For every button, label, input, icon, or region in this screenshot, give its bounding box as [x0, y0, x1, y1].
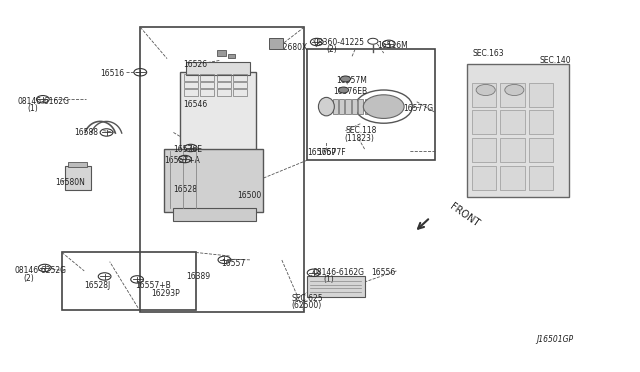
Text: 16516M: 16516M	[378, 41, 408, 50]
Bar	[307, 276, 365, 297]
Bar	[358, 99, 364, 114]
Text: 16580N: 16580N	[56, 178, 85, 187]
FancyBboxPatch shape	[180, 71, 256, 153]
Bar	[529, 138, 553, 162]
FancyBboxPatch shape	[164, 149, 262, 212]
Bar	[184, 74, 198, 81]
Text: 16546: 16546	[183, 100, 207, 109]
Circle shape	[364, 95, 404, 118]
Bar	[269, 38, 283, 49]
Text: FRONT: FRONT	[447, 202, 481, 229]
Bar	[500, 83, 525, 107]
Bar	[200, 74, 214, 81]
Bar	[500, 138, 525, 162]
Text: 16577F: 16577F	[317, 148, 346, 157]
Text: 08146-6162G: 08146-6162G	[17, 97, 69, 106]
Circle shape	[340, 76, 351, 82]
Bar	[217, 74, 231, 81]
Bar	[184, 89, 198, 96]
Text: 08146-6162G: 08146-6162G	[312, 268, 364, 277]
Text: 16526: 16526	[183, 60, 207, 69]
Text: 16557+A: 16557+A	[164, 155, 200, 165]
Text: J16501GP: J16501GP	[537, 335, 574, 344]
Circle shape	[505, 84, 524, 96]
Bar	[529, 83, 553, 107]
Text: 16577G: 16577G	[403, 104, 433, 113]
Bar	[472, 83, 496, 107]
Text: SEC.118: SEC.118	[346, 126, 377, 135]
Bar	[500, 110, 525, 134]
Bar	[365, 99, 370, 114]
Bar	[234, 81, 247, 88]
Text: (2): (2)	[326, 45, 337, 54]
Bar	[333, 99, 338, 114]
Bar	[472, 138, 496, 162]
Text: 16576EB: 16576EB	[333, 87, 367, 96]
Bar	[529, 166, 553, 190]
Text: SEC.140: SEC.140	[540, 56, 572, 65]
Bar	[234, 89, 247, 96]
Bar	[500, 166, 525, 190]
Bar	[217, 89, 231, 96]
Bar	[234, 74, 247, 81]
Ellipse shape	[319, 97, 334, 116]
Text: 16293P: 16293P	[151, 289, 180, 298]
Circle shape	[476, 84, 495, 96]
Text: 16557: 16557	[221, 259, 246, 268]
Text: (1): (1)	[27, 104, 38, 113]
Circle shape	[339, 87, 349, 93]
Text: 08360-41225: 08360-41225	[314, 38, 365, 46]
Bar	[346, 99, 351, 114]
Text: (2): (2)	[24, 274, 35, 283]
Text: SEC.625: SEC.625	[291, 294, 323, 303]
Text: 16588: 16588	[75, 128, 99, 137]
Text: 16576E: 16576E	[173, 145, 202, 154]
Bar	[186, 62, 250, 75]
Bar	[68, 162, 88, 167]
Bar	[200, 89, 214, 96]
Bar	[200, 81, 214, 88]
Bar	[184, 81, 198, 88]
Bar	[467, 64, 568, 197]
Bar	[65, 166, 91, 190]
Text: 16557+B: 16557+B	[135, 281, 171, 290]
Text: (62500): (62500)	[291, 301, 321, 311]
Bar	[352, 99, 357, 114]
Text: 16528: 16528	[173, 185, 197, 194]
Text: (1): (1)	[323, 275, 334, 284]
Bar	[307, 49, 435, 160]
Bar	[472, 110, 496, 134]
Text: SEC.163: SEC.163	[473, 49, 504, 58]
Bar	[339, 99, 344, 114]
Text: 22680X: 22680X	[278, 43, 308, 52]
Bar	[228, 54, 235, 58]
Bar	[173, 208, 256, 221]
Bar	[62, 253, 196, 310]
Bar	[140, 27, 304, 311]
Bar	[217, 81, 231, 88]
Text: 16557M: 16557M	[336, 76, 367, 85]
Text: 16528J: 16528J	[84, 281, 111, 290]
Bar	[529, 110, 553, 134]
Text: (11823): (11823)	[344, 134, 374, 142]
Bar	[217, 51, 226, 56]
Text: 16556: 16556	[371, 268, 396, 277]
Text: 16516: 16516	[100, 69, 124, 78]
Bar	[472, 166, 496, 190]
Text: 16389: 16389	[186, 272, 211, 281]
Text: 08146-6252G: 08146-6252G	[14, 266, 66, 275]
Text: 16576P: 16576P	[307, 148, 336, 157]
Text: 16500: 16500	[237, 191, 261, 200]
